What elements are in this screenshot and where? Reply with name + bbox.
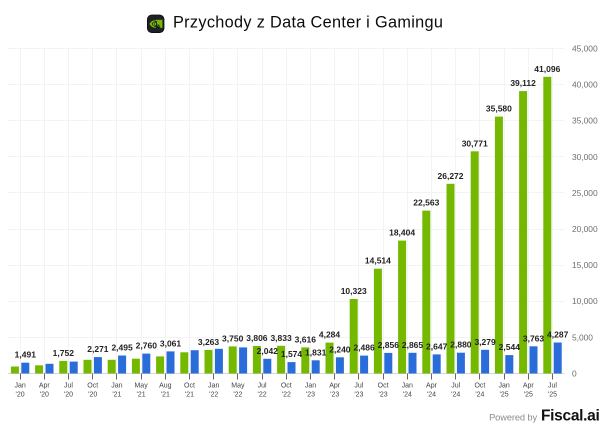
svg-text:'23: '23 [306,392,315,399]
svg-text:'23: '23 [379,392,388,399]
svg-text:Apr: Apr [39,383,51,390]
svg-text:Jan: Jan [498,383,509,390]
svg-text:'22: '22 [209,392,218,399]
svg-text:Jan: Jan [208,383,219,390]
svg-text:'20: '20 [64,392,73,399]
svg-text:May: May [134,383,148,390]
svg-text:2,647: 2,647 [426,341,448,351]
svg-text:2,856: 2,856 [378,340,400,350]
svg-text:'21: '21 [112,392,121,399]
svg-text:'22: '22 [282,392,291,399]
svg-text:May: May [231,383,245,390]
svg-text:1,491: 1,491 [15,350,37,360]
svg-text:Aug: Aug [159,383,172,390]
svg-text:2,495: 2,495 [111,343,133,353]
svg-text:22,563: 22,563 [413,198,439,208]
svg-text:35,000: 35,000 [572,116,598,126]
svg-text:1,574: 1,574 [281,349,303,359]
svg-text:1,752: 1,752 [53,348,75,358]
svg-text:Apr: Apr [329,383,341,390]
svg-text:3,833: 3,833 [270,333,292,343]
svg-text:'25: '25 [548,392,557,399]
svg-text:5,000: 5,000 [572,332,593,342]
svg-text:3,616: 3,616 [295,334,317,344]
svg-text:26,272: 26,272 [438,171,464,181]
svg-text:2,271: 2,271 [87,344,109,354]
svg-text:2,240: 2,240 [329,344,351,354]
svg-text:'22: '22 [258,392,267,399]
svg-text:'25: '25 [524,392,533,399]
svg-text:Jan: Jan [305,383,316,390]
svg-text:'21: '21 [185,392,194,399]
svg-text:'21: '21 [137,392,146,399]
svg-text:3,061: 3,061 [160,338,182,348]
svg-text:Oct: Oct [184,383,195,390]
svg-text:'22: '22 [233,392,242,399]
svg-text:25,000: 25,000 [572,188,598,198]
svg-text:Przychody z Data Center i Gami: Przychody z Data Center i Gamingu [173,13,443,31]
svg-text:Oct: Oct [281,383,292,390]
svg-text:'24: '24 [451,392,460,399]
svg-text:'20: '20 [88,392,97,399]
svg-text:2,865: 2,865 [402,340,424,350]
svg-text:0: 0 [572,368,577,378]
svg-text:Jul: Jul [451,383,460,390]
svg-text:3,806: 3,806 [246,333,268,343]
svg-text:1,831: 1,831 [305,347,327,357]
svg-text:'24: '24 [403,392,412,399]
svg-text:Oct: Oct [87,383,98,390]
svg-text:3,750: 3,750 [222,333,244,343]
svg-text:30,771: 30,771 [462,138,488,148]
svg-text:'24: '24 [427,392,436,399]
svg-text:14,514: 14,514 [365,256,391,266]
svg-text:Powered by: Powered by [489,412,537,422]
svg-text:2,544: 2,544 [499,342,521,352]
svg-text:Jul: Jul [354,383,363,390]
svg-text:Jan: Jan [14,383,25,390]
svg-text:Jul: Jul [548,383,557,390]
svg-text:Jan: Jan [111,383,122,390]
svg-text:'20: '20 [40,392,49,399]
svg-text:Jul: Jul [258,383,267,390]
svg-text:2,760: 2,760 [136,341,158,351]
svg-text:10,323: 10,323 [341,286,367,296]
svg-text:'23: '23 [330,392,339,399]
svg-text:3,263: 3,263 [198,337,220,347]
svg-text:Apr: Apr [426,383,438,390]
svg-text:'20: '20 [16,392,25,399]
svg-text:'24: '24 [475,392,484,399]
svg-text:18,404: 18,404 [389,228,415,238]
svg-text:Oct: Oct [378,383,389,390]
svg-text:2,042: 2,042 [257,346,279,356]
svg-text:Apr: Apr [523,383,535,390]
svg-text:Jan: Jan [402,383,413,390]
svg-text:3,763: 3,763 [523,333,545,343]
svg-text:35,580: 35,580 [486,104,512,114]
svg-text:30,000: 30,000 [572,152,598,162]
svg-text:39,112: 39,112 [510,78,536,88]
svg-text:4,284: 4,284 [319,330,341,340]
svg-text:Jul: Jul [64,383,73,390]
svg-text:Oct: Oct [474,383,485,390]
svg-text:45,000: 45,000 [572,44,598,54]
svg-text:2,486: 2,486 [353,343,375,353]
svg-text:2,880: 2,880 [450,340,472,350]
svg-text:'25: '25 [500,392,509,399]
svg-text:Fiscal.ai: Fiscal.ai [541,407,599,424]
svg-text:'23: '23 [354,392,363,399]
svg-text:41,096: 41,096 [534,64,560,74]
svg-text:4,287: 4,287 [547,330,569,340]
svg-text:15,000: 15,000 [572,260,598,270]
svg-text:10,000: 10,000 [572,296,598,306]
svg-text:40,000: 40,000 [572,80,598,90]
svg-text:'21: '21 [161,392,170,399]
svg-text:3,279: 3,279 [474,337,496,347]
svg-text:20,000: 20,000 [572,224,598,234]
